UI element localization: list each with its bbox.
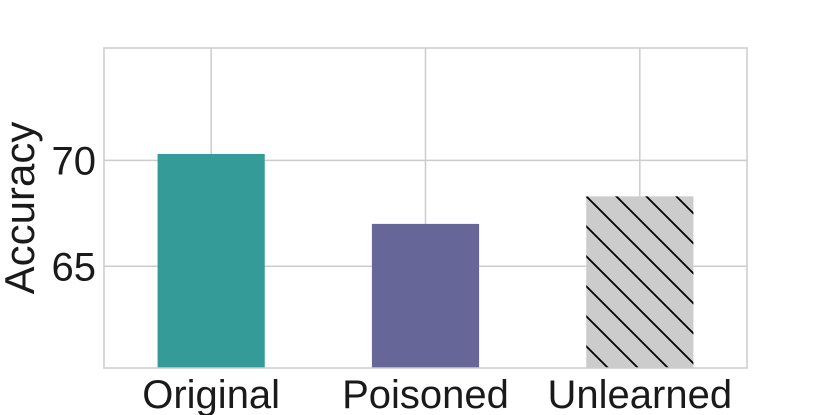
y-axis-label: Accuracy (0, 122, 43, 295)
plot-frame (103, 47, 748, 369)
y-tick-label: 70 (52, 139, 97, 183)
x-tick-label-unlearned: Unlearned (548, 373, 733, 415)
x-tick-label-poisoned: Poisoned (342, 373, 509, 415)
x-tick-labels: Original Poisoned Unlearned (142, 373, 732, 415)
y-tick-labels: 65 70 (52, 139, 97, 289)
bars (157, 153, 694, 368)
bar-original (157, 153, 265, 368)
bar-unlearned (586, 196, 694, 368)
y-tick-label: 65 (52, 245, 97, 289)
x-tick-label-original: Original (142, 373, 280, 415)
bar-poisoned (371, 223, 480, 368)
